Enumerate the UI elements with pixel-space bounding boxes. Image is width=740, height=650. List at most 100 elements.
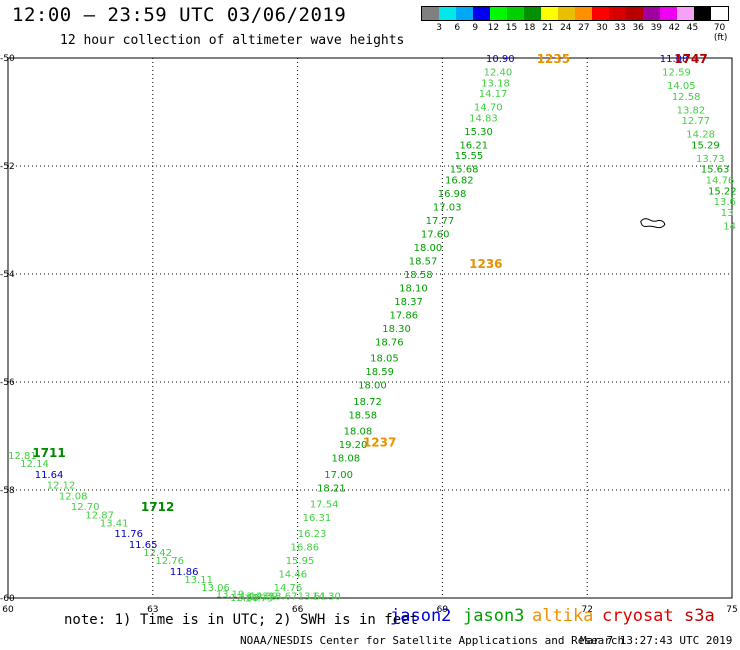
- wave-height-reading: 19.20: [339, 440, 368, 451]
- color-scale-swatches: [421, 6, 729, 21]
- wave-height-reading: 15.29: [691, 140, 720, 151]
- color-scale-label: 30: [596, 23, 608, 33]
- wave-height-reading: 14.17: [479, 89, 508, 100]
- wave-height-reading: 13.82: [677, 105, 706, 116]
- wave-height-reading: 14.46: [278, 570, 307, 581]
- latitude-tick-label: -54: [0, 270, 15, 280]
- wave-height-reading: 12.76: [155, 556, 184, 567]
- wave-height-reading: 13.6: [714, 197, 736, 208]
- wave-height-reading: 14.28: [686, 130, 715, 141]
- color-scale-label: 70 (ft): [713, 23, 728, 43]
- color-scale-label: 36: [632, 23, 644, 33]
- pass-time-label: 1747: [674, 52, 707, 66]
- wave-height-reading: 16.21: [459, 140, 488, 151]
- wave-height-reading: 10.90: [486, 54, 515, 65]
- wave-height-reading: 14.39: [249, 591, 278, 602]
- longitude-tick-label: 75: [726, 605, 737, 615]
- wave-height-reading: 18.58: [348, 410, 377, 421]
- wave-height-reading: 15.30: [464, 127, 493, 138]
- color-swatch: [660, 7, 677, 20]
- color-swatch: [609, 7, 626, 20]
- color-swatch: [422, 7, 439, 20]
- wave-height-reading: 17.54: [310, 500, 339, 511]
- color-swatch: [626, 7, 643, 20]
- wave-height-reading: 15.63: [701, 165, 730, 176]
- wave-height-reading: 12.42: [143, 548, 172, 559]
- color-swatch: [456, 7, 473, 20]
- wave-height-reading: 12.70: [71, 502, 100, 513]
- wave-height-reading: 18.57: [409, 257, 438, 268]
- color-scale-labels: 3 6 9 12 15 18 21 24 27 30 33 36 39 42 45 70 (ft): [421, 21, 729, 43]
- wave-height-reading: 18.76: [375, 338, 404, 349]
- wave-height-reading: 17.00: [324, 470, 353, 481]
- latitude-tick-label: -60: [0, 594, 15, 604]
- color-scale-label: 21: [541, 23, 554, 33]
- color-swatch: [490, 7, 507, 20]
- island-outline: [640, 218, 666, 229]
- longitude-tick-label: 63: [147, 605, 158, 615]
- longitude-tick-label: 69: [437, 605, 449, 615]
- latitude-tick-label: -50: [0, 54, 15, 64]
- wave-height-reading: 11.08: [660, 54, 689, 65]
- pass-time-label: 1236: [469, 257, 502, 271]
- color-swatch: [592, 7, 609, 20]
- wave-height-reading: 13.41: [100, 518, 129, 529]
- wave-height-reading: 12.87: [85, 510, 114, 521]
- wave-height-reading: 12.08: [59, 491, 88, 502]
- wave-height-reading: 16.23: [298, 529, 327, 540]
- color-swatch: [473, 7, 490, 20]
- color-scale-label: 15: [505, 23, 518, 33]
- wave-height-reading: 17.77: [426, 216, 455, 227]
- wave-height-reading: 12.40: [484, 68, 513, 79]
- wave-height-reading: 13.18: [481, 78, 510, 89]
- wave-height-reading: 14.76: [274, 583, 303, 594]
- wave-height-reading: 18.08: [332, 454, 361, 465]
- wave-height-reading: 18.59: [365, 367, 394, 378]
- wave-height-reading: 15.68: [450, 165, 479, 176]
- latitude-tick-label: -58: [0, 486, 15, 496]
- wave-height-reading: 13.67: [269, 591, 298, 602]
- color-swatch: [524, 7, 541, 20]
- satellite-legend-item: jason3: [463, 606, 525, 626]
- satellite-legend-item: s3a: [684, 606, 715, 626]
- pass-time-label: 1711: [32, 446, 65, 460]
- color-scale-label: 27: [578, 23, 590, 33]
- color-scale-label: 42: [668, 23, 681, 33]
- color-scale-label: 9: [472, 23, 479, 33]
- wave-height-reading: 18.72: [353, 397, 382, 408]
- wave-height-reading: 16.86: [291, 543, 320, 554]
- color-swatch: [575, 7, 592, 20]
- wave-height-reading: 14.30: [312, 591, 341, 602]
- wave-height-reading: 14.83: [469, 113, 498, 124]
- wave-height-reading: 15.95: [286, 556, 315, 567]
- longitude-tick-label: 66: [292, 605, 304, 615]
- wave-height-reading: 11.64: [35, 470, 64, 481]
- wave-height-reading: 13.93: [240, 591, 269, 602]
- color-scale-label: 45: [686, 23, 699, 33]
- satellite-legend-item: altika: [532, 606, 594, 626]
- latitude-tick-label: -52: [0, 162, 15, 172]
- color-swatch: [439, 7, 456, 20]
- color-scale-label: 39: [650, 23, 663, 33]
- wave-height-reading: 11.65: [129, 540, 158, 551]
- wave-height-reading: 18.21: [317, 483, 346, 494]
- wave-height-reading: 16.98: [438, 189, 467, 200]
- color-swatch: [694, 7, 711, 20]
- color-swatch: [558, 7, 575, 20]
- map-frame: [7, 57, 733, 599]
- wave-height-reading: 18.08: [344, 427, 373, 438]
- wave-height-reading: 13.11: [184, 575, 213, 586]
- wave-height-reading: 17.86: [389, 311, 418, 322]
- color-swatch: [677, 7, 694, 20]
- wave-height-reading: 12.81: [8, 451, 37, 462]
- wave-height-reading: 12.12: [47, 481, 76, 492]
- wave-height-reading: 13.73: [696, 154, 725, 165]
- wave-height-reading: 18.00: [414, 243, 443, 254]
- wave-height-reading: 14: [723, 221, 736, 232]
- wave-height-reading: 16.31: [303, 513, 332, 524]
- longitude-tick-label: 72: [581, 605, 592, 615]
- wave-height-reading: 18.30: [382, 324, 411, 335]
- satellite-legend-item: jason2: [390, 606, 452, 626]
- color-scale-label: 6: [454, 23, 461, 33]
